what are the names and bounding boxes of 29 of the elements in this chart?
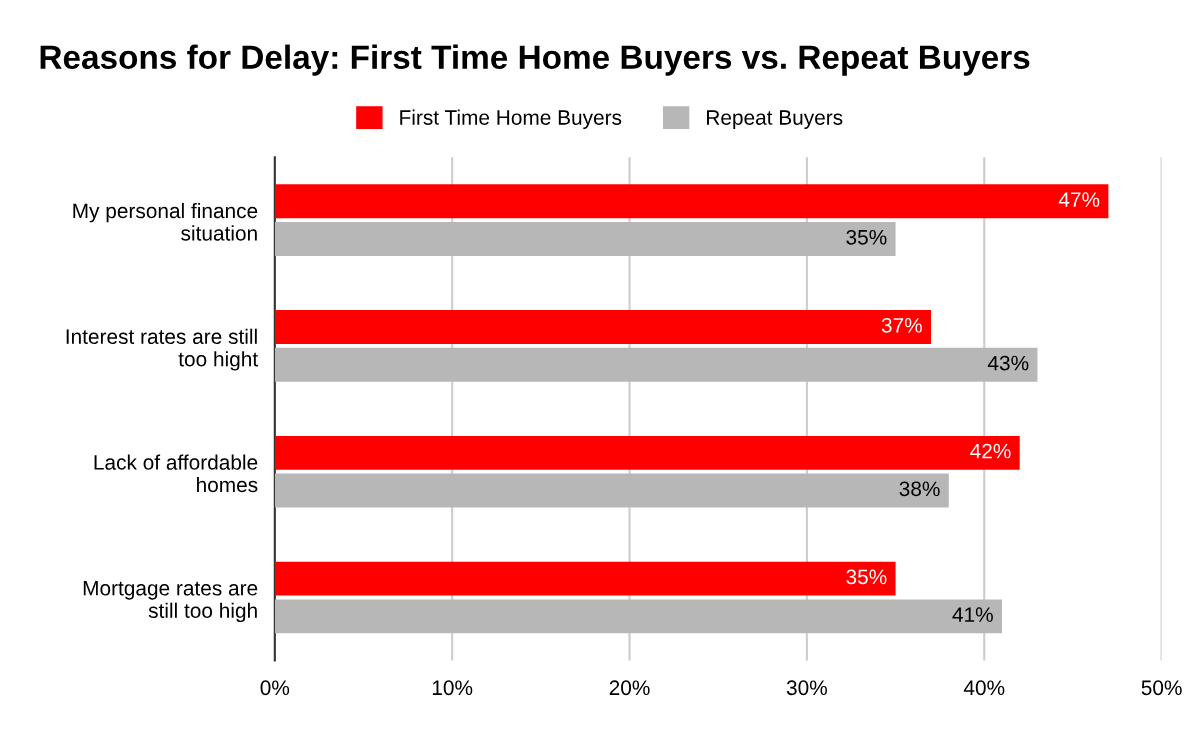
data-label: 35% <box>846 569 887 585</box>
legend-label: Repeat Buyers <box>707 110 843 129</box>
y-tick-label: Mortgage rates are still too high <box>83 581 258 623</box>
bar <box>274 347 1038 382</box>
bar <box>274 599 1002 634</box>
x-tick-label: 30% <box>786 680 827 696</box>
x-tick-label: 0% <box>260 680 290 696</box>
bar <box>274 561 896 596</box>
y-tick-label: Interest rates are still too hight <box>66 328 258 371</box>
bar <box>274 184 1109 219</box>
data-label: 42% <box>970 443 1011 459</box>
x-tick-label: 50% <box>1141 680 1182 696</box>
chart-title: Reasons for Delay: First Time Home Buyers vs. Repeat Buyers <box>40 44 1030 76</box>
y-tick-label: My personal finance situation <box>73 202 258 241</box>
bar <box>274 222 896 257</box>
bar <box>274 435 1020 470</box>
data-label: 47% <box>1058 192 1100 207</box>
y-tick-label: Lack of affordable homes <box>94 454 258 493</box>
x-tick-label: 10% <box>432 680 473 696</box>
bar <box>274 310 932 345</box>
bar <box>274 473 949 508</box>
data-label: 38% <box>899 481 940 497</box>
data-label: 37% <box>881 317 922 333</box>
data-label: 43% <box>987 355 1029 371</box>
legend-label: First Time Home Buyers <box>400 109 622 129</box>
x-tick-label: 40% <box>963 680 1005 696</box>
x-tick-label: 20% <box>609 680 650 696</box>
data-label: 35% <box>846 229 887 245</box>
data-label: 41% <box>952 607 993 622</box>
